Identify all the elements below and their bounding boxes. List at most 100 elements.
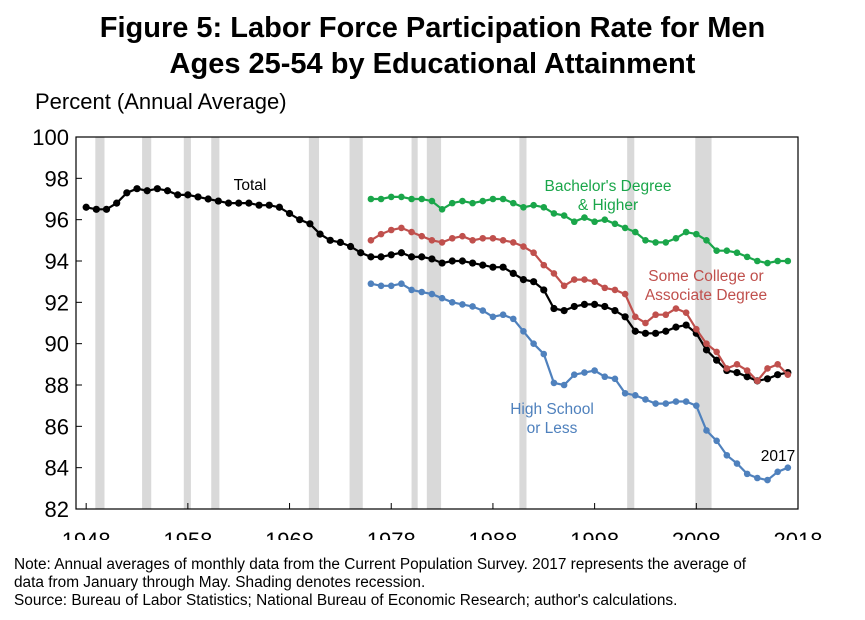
data-point — [448, 299, 456, 306]
data-point — [377, 253, 385, 261]
data-point — [743, 367, 751, 374]
data-point — [621, 313, 629, 321]
data-point — [499, 263, 507, 271]
data-point — [764, 476, 771, 484]
data-point — [469, 237, 476, 244]
y-tick-label: 98 — [45, 166, 69, 191]
data-point — [519, 276, 528, 284]
data-point — [459, 301, 466, 308]
data-point — [296, 216, 304, 224]
data-point — [509, 239, 517, 246]
data-point — [642, 237, 649, 244]
data-point — [774, 468, 781, 476]
data-point — [591, 218, 598, 226]
data-point — [102, 205, 111, 213]
data-point — [387, 226, 395, 234]
x-tick-label: 1958 — [163, 528, 212, 540]
data-point — [520, 203, 527, 211]
data-point — [489, 263, 497, 271]
data-point — [428, 237, 436, 244]
data-point — [509, 315, 517, 323]
data-point — [438, 259, 446, 267]
note-line-2: data from January through May. Shading d… — [14, 574, 426, 591]
data-point — [143, 187, 151, 195]
data-point — [499, 195, 507, 203]
data-point — [763, 375, 772, 383]
series-lines — [82, 185, 792, 484]
data-point — [469, 199, 476, 207]
data-point — [479, 261, 487, 269]
data-point — [408, 195, 415, 203]
data-point — [774, 361, 781, 368]
data-point — [265, 201, 273, 209]
data-point — [693, 325, 700, 333]
y-tick-label: 90 — [45, 332, 69, 357]
data-point — [418, 232, 426, 240]
data-point — [713, 437, 720, 445]
data-point — [448, 234, 456, 242]
data-point — [428, 255, 436, 263]
data-point — [672, 398, 680, 405]
data-point — [642, 396, 649, 403]
recession-bar — [426, 137, 442, 509]
chart-title: Figure 5: Labor Force Participation Rate… — [0, 10, 865, 82]
data-point — [733, 460, 741, 467]
data-point — [580, 300, 589, 308]
data-point — [560, 381, 568, 389]
series-line — [85, 187, 789, 383]
data-point — [784, 371, 792, 378]
data-point — [438, 206, 446, 213]
series-3 — [367, 280, 792, 484]
data-point — [224, 199, 233, 207]
y-tick-label: 96 — [45, 208, 69, 233]
data-point — [174, 191, 182, 199]
data-point — [611, 286, 619, 294]
data-point — [479, 234, 487, 242]
data-point — [601, 302, 609, 311]
data-point — [702, 346, 711, 354]
series-2 — [367, 224, 792, 385]
data-point — [733, 369, 741, 377]
data-point — [540, 203, 548, 211]
data-point — [693, 402, 700, 409]
data-point — [123, 189, 131, 197]
data-point — [591, 278, 598, 285]
annotation-label: 2017 — [761, 448, 795, 465]
chart-title-line-2: Ages 25-54 by Educational Attainment — [169, 48, 696, 80]
data-point — [784, 464, 792, 471]
data-point — [662, 239, 670, 246]
data-point — [377, 230, 385, 238]
source-line: Source: Bureau of Labor Statistics; Nati… — [14, 592, 678, 609]
y-axis-ticks: 82 84 86 88 90 92 94 96 98 100 — [32, 125, 82, 522]
recession-bar — [142, 137, 152, 509]
data-point — [591, 300, 599, 308]
data-point — [550, 304, 558, 313]
data-point — [408, 286, 415, 294]
recession-bar — [411, 137, 418, 509]
data-point — [764, 259, 771, 267]
data-point — [468, 259, 477, 267]
data-point — [682, 321, 690, 329]
data-point — [489, 195, 497, 203]
data-point — [591, 367, 598, 374]
data-point — [387, 282, 395, 290]
data-point — [652, 400, 659, 407]
data-point — [621, 389, 629, 397]
data-point — [418, 288, 426, 296]
data-point — [398, 280, 405, 288]
data-point — [377, 282, 385, 290]
data-point — [113, 199, 121, 207]
data-point — [133, 185, 141, 193]
data-point — [509, 199, 517, 207]
data-point — [530, 340, 537, 347]
data-point — [367, 237, 375, 244]
data-point — [530, 201, 537, 209]
data-point — [703, 237, 710, 244]
recession-bar — [308, 137, 320, 509]
plot-area-frame — [75, 136, 799, 510]
data-point — [743, 373, 751, 381]
data-point — [336, 238, 344, 246]
y-tick-label: 86 — [45, 414, 69, 439]
data-point — [398, 193, 405, 201]
data-point — [540, 261, 548, 269]
